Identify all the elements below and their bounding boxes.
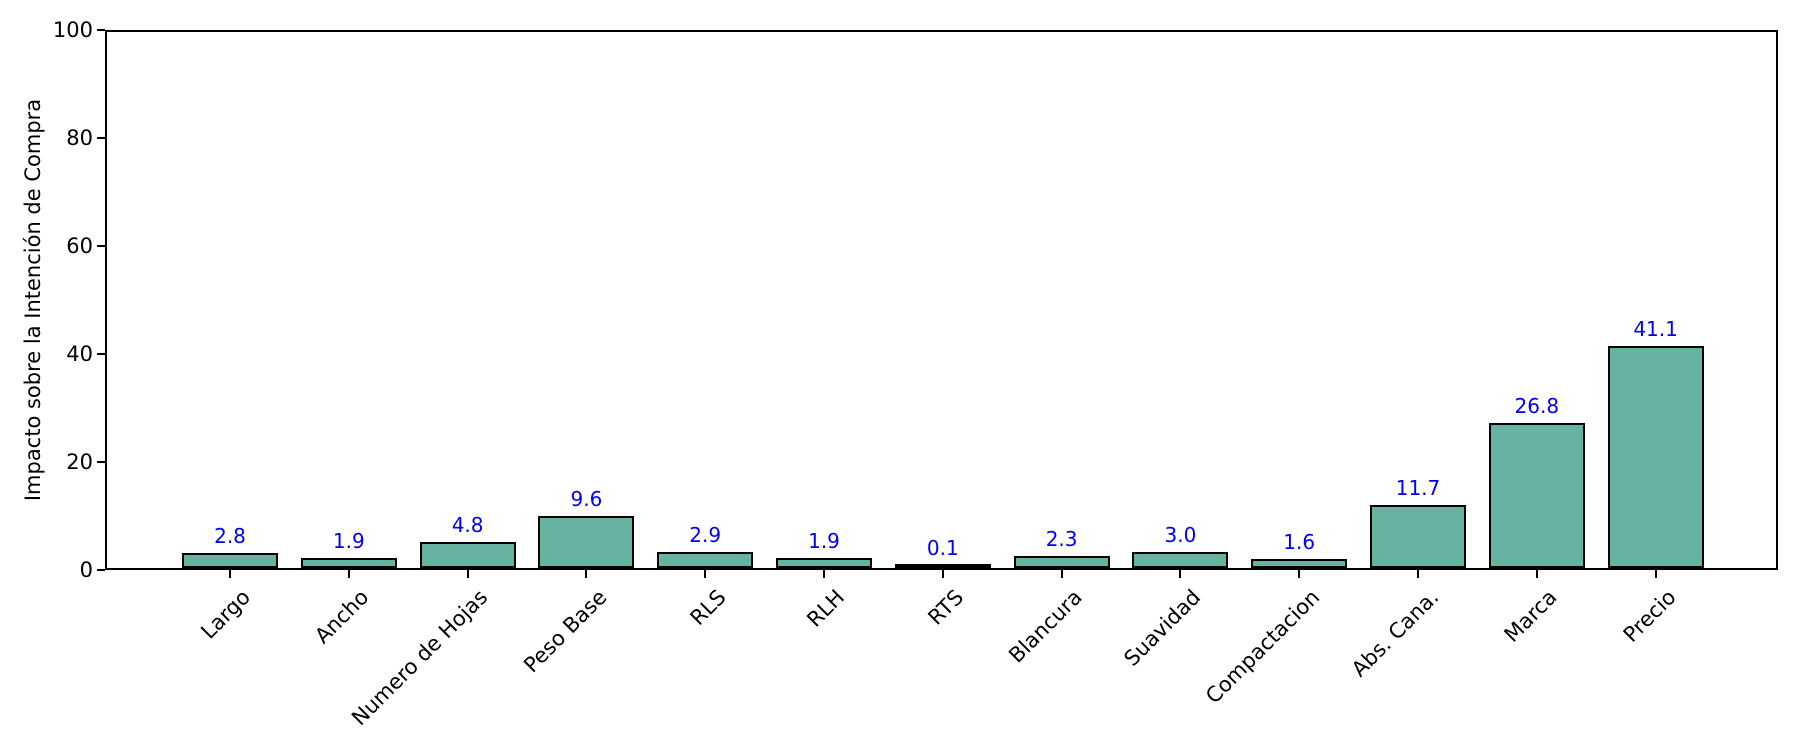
x-tick-mark bbox=[229, 570, 231, 578]
y-tick-label: 100 bbox=[52, 18, 93, 42]
x-tick-label: Blancura bbox=[1004, 585, 1087, 668]
bar-numero-de-hojas bbox=[419, 542, 516, 568]
y-tick-label: 40 bbox=[66, 342, 93, 366]
x-tick-mark bbox=[941, 570, 944, 578]
x-tick-label: RLS bbox=[685, 585, 731, 630]
bar-rlh bbox=[776, 557, 872, 568]
bar-rls bbox=[657, 552, 754, 568]
plot-area bbox=[105, 30, 1778, 570]
x-tick-label: RTS bbox=[923, 585, 968, 630]
bar-suavidad bbox=[1132, 551, 1229, 568]
x-tick-mark bbox=[1060, 570, 1063, 578]
x-tick-label: Suavidad bbox=[1119, 585, 1206, 671]
x-tick-label: Compactacion bbox=[1200, 585, 1325, 709]
y-tick-label: 80 bbox=[66, 126, 93, 150]
y-tick-mark bbox=[97, 29, 105, 31]
x-tick-mark bbox=[1417, 570, 1419, 578]
bar-abs-cana- bbox=[1370, 504, 1466, 568]
bar-precio bbox=[1607, 346, 1704, 568]
y-tick-label: 0 bbox=[79, 558, 93, 582]
y-tick-mark bbox=[97, 137, 105, 139]
x-tick-mark bbox=[1535, 570, 1538, 578]
y-tick-mark bbox=[97, 461, 105, 463]
bar-rts bbox=[894, 564, 991, 568]
x-tick-label: Marca bbox=[1499, 585, 1562, 647]
y-axis-label: Impacto sobre la Intención de Compra bbox=[21, 98, 45, 502]
x-tick-label: Abs. Cana. bbox=[1346, 585, 1443, 682]
x-tick-mark bbox=[1298, 570, 1301, 578]
bar-compactacion bbox=[1251, 559, 1348, 568]
x-tick-mark bbox=[585, 570, 588, 578]
y-tick-mark bbox=[97, 353, 105, 355]
x-tick-mark bbox=[1179, 570, 1182, 578]
bar-blancura bbox=[1013, 555, 1110, 568]
x-tick-mark bbox=[347, 570, 350, 578]
x-tick-label: Ancho bbox=[310, 585, 374, 649]
bar-peso-base bbox=[538, 516, 635, 568]
y-tick-mark bbox=[97, 245, 105, 247]
y-tick-mark bbox=[97, 569, 105, 571]
bars-layer bbox=[107, 32, 1776, 568]
x-tick-label: Precio bbox=[1618, 585, 1681, 647]
x-tick-mark bbox=[823, 570, 825, 578]
bar-marca bbox=[1488, 423, 1585, 568]
x-tick-label: RLH bbox=[802, 585, 849, 632]
x-tick-label: Numero de Hojas bbox=[347, 585, 493, 731]
x-tick-mark bbox=[704, 570, 707, 578]
y-tick-label: 60 bbox=[66, 234, 93, 258]
bar-ancho bbox=[300, 557, 397, 568]
bar-largo bbox=[182, 552, 278, 568]
y-tick-label: 20 bbox=[66, 450, 93, 474]
x-tick-mark bbox=[466, 570, 469, 578]
x-tick-label: Largo bbox=[196, 585, 255, 644]
x-tick-mark bbox=[1654, 570, 1657, 578]
x-tick-label: Peso Base bbox=[519, 585, 612, 678]
